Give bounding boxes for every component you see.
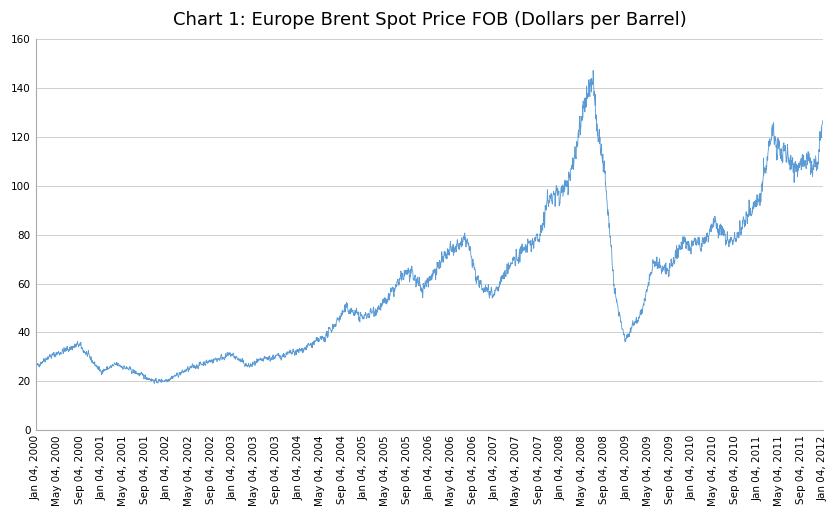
Title: Chart 1: Europe Brent Spot Price FOB (Dollars per Barrel): Chart 1: Europe Brent Spot Price FOB (Do… [173,11,686,29]
